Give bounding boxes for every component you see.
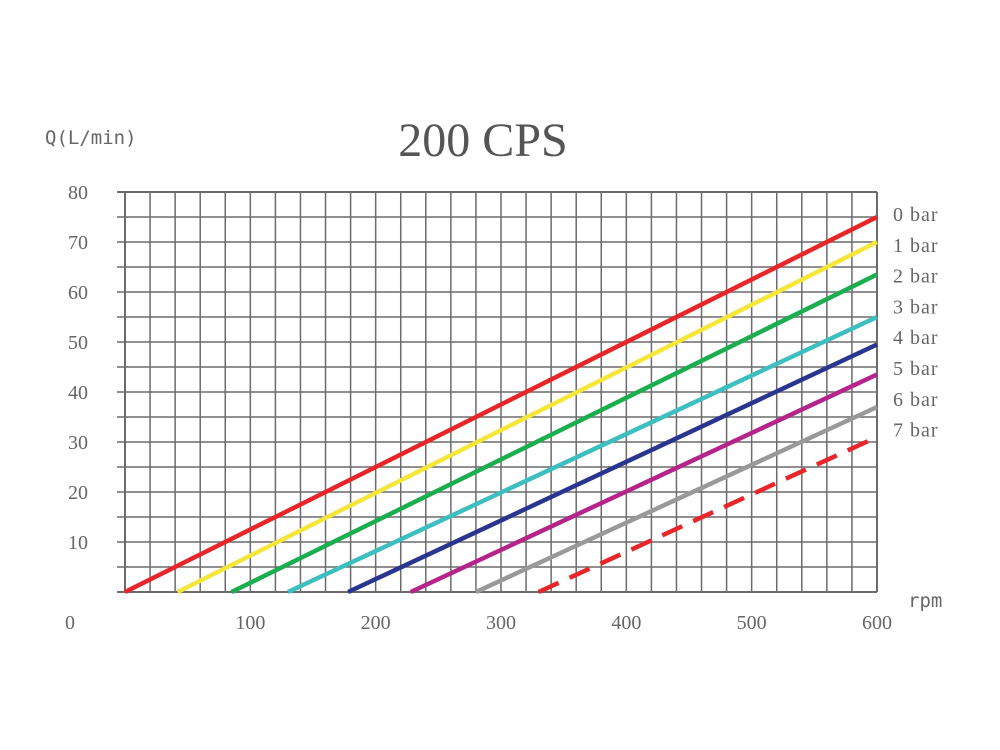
y-tick-label: 80 bbox=[68, 182, 88, 204]
x-tick-label: 300 bbox=[486, 612, 516, 634]
series-line bbox=[347, 342, 878, 595]
y-axis-label: Q(L/min) bbox=[45, 127, 137, 149]
x-axis-label: rpm bbox=[908, 590, 942, 612]
legend-entry: 4 bar bbox=[893, 327, 939, 349]
series-line bbox=[474, 404, 878, 595]
legend-entry: 7 bar bbox=[893, 420, 939, 442]
series-line bbox=[537, 434, 878, 595]
tick-labels: 100 200 300 400 500 600 10 20 30 40 50 60 70 80 bbox=[68, 182, 892, 634]
y-tick-label: 30 bbox=[68, 432, 88, 454]
origin-label: 0 bbox=[65, 612, 75, 634]
series-line bbox=[176, 239, 879, 595]
series-line bbox=[123, 214, 879, 595]
y-tick-label: 40 bbox=[68, 382, 88, 404]
chart-title: 200 CPS bbox=[398, 114, 567, 167]
y-tick-label: 20 bbox=[68, 482, 88, 504]
y-tick-label: 70 bbox=[68, 232, 88, 254]
legend-entry: 0 bar bbox=[893, 204, 939, 226]
series-line bbox=[286, 314, 878, 595]
x-tick-label: 600 bbox=[862, 612, 892, 634]
legend-entry: 3 bar bbox=[893, 296, 939, 318]
y-tick-label: 50 bbox=[68, 332, 88, 354]
y-tick-label: 10 bbox=[68, 532, 88, 554]
y-tick-label: 60 bbox=[68, 282, 88, 304]
x-tick-label: 100 bbox=[235, 612, 265, 634]
legend-entry: 6 bar bbox=[893, 389, 939, 411]
legend-entry: 2 bar bbox=[893, 266, 939, 288]
x-tick-label: 400 bbox=[611, 612, 641, 634]
legend: 0 bar 1 bar 2 bar 3 bar 4 bar 5 bar 6 bar 7 bar bbox=[893, 204, 939, 442]
x-tick-label: 500 bbox=[737, 612, 767, 634]
series-line bbox=[409, 372, 878, 595]
x-tick-label: 200 bbox=[361, 612, 391, 634]
grid bbox=[117, 191, 878, 593]
legend-entry: 1 bar bbox=[893, 235, 939, 257]
series-line bbox=[230, 272, 878, 595]
legend-entry: 5 bar bbox=[893, 358, 939, 380]
series-lines bbox=[123, 214, 879, 595]
